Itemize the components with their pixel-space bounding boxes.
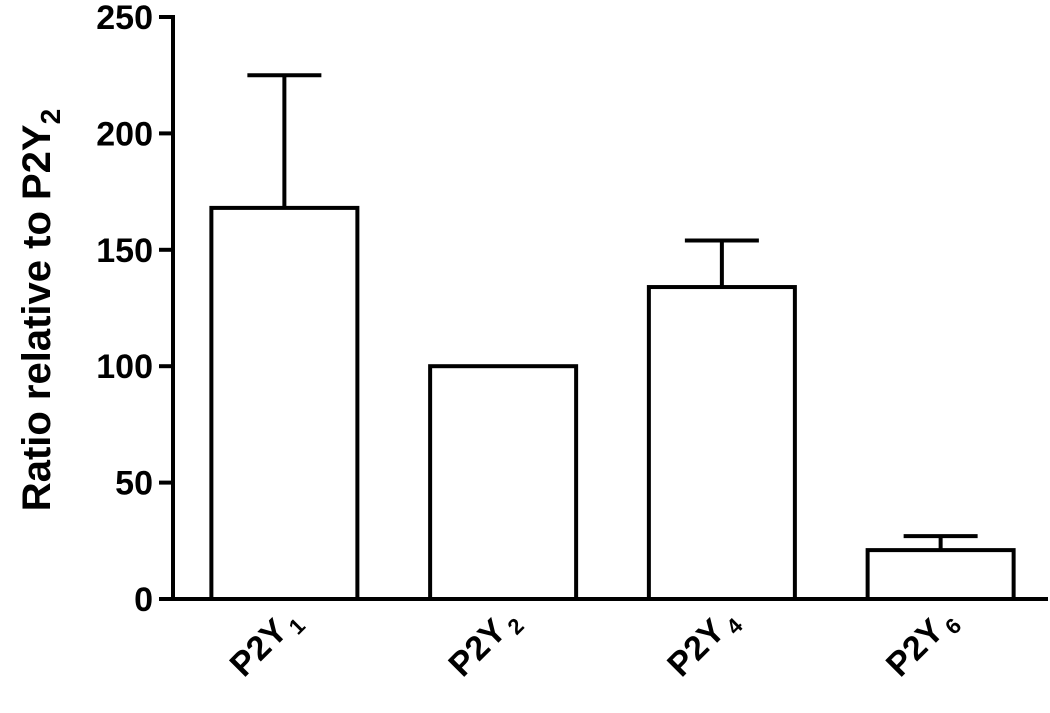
- bar: [209, 205, 360, 601]
- y-axis-label-text: Ratio relative to P2Y2: [15, 109, 66, 511]
- y-axis-label-main: Ratio relative to P2Y: [15, 124, 59, 511]
- y-tick-label: 150: [96, 232, 153, 270]
- bar: [428, 364, 579, 602]
- error-bars: [247, 73, 978, 551]
- x-tick-labels: P2Y1 P2Y2 P2Y4 P2Y6: [223, 600, 967, 688]
- bar: [865, 548, 1016, 601]
- y-tick-label: 100: [96, 348, 153, 386]
- y-axis-label: Ratio relative to P2Y2: [15, 109, 66, 511]
- y-tick-label: 50: [115, 465, 153, 503]
- y-ticks: 0 50 100 150 200 250: [96, 0, 173, 619]
- y-tick-label: 200: [96, 115, 153, 153]
- x-tick-label: P2Y4: [660, 600, 748, 688]
- bars: [209, 205, 1016, 602]
- x-tick-label: P2Y1: [223, 600, 310, 687]
- y-tick-label: 0: [134, 581, 153, 619]
- y-axis-label-subscript: 2: [35, 109, 66, 125]
- x-tick-label: P2Y2: [441, 600, 528, 687]
- bar: [646, 285, 797, 601]
- y-tick-label: 250: [96, 0, 153, 37]
- x-tick-label: P2Y6: [879, 600, 966, 687]
